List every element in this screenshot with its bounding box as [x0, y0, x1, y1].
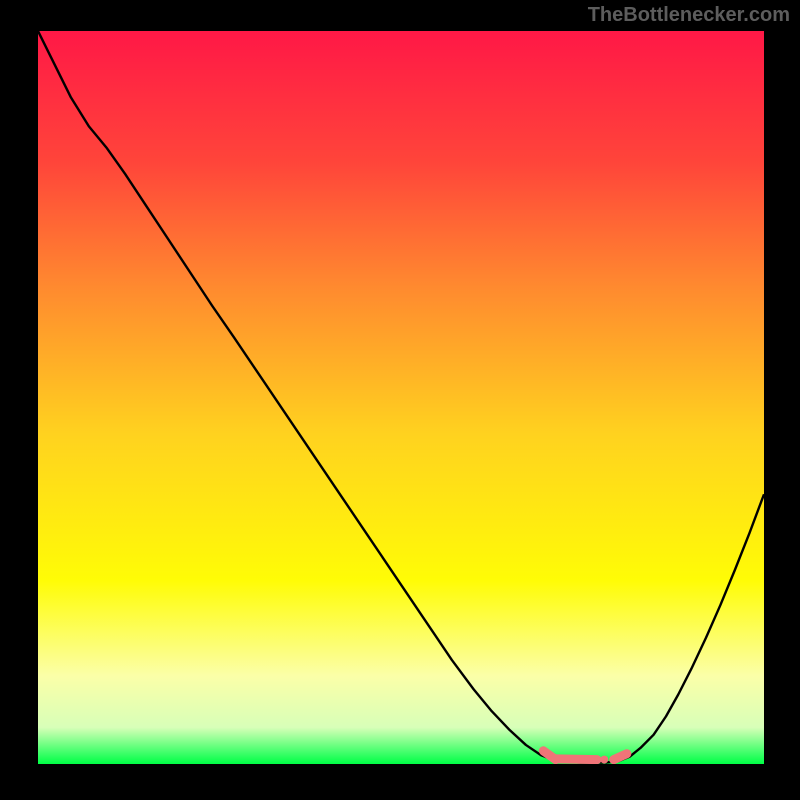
chart-surface	[38, 31, 764, 764]
bottleneck-chart	[38, 31, 764, 764]
gradient-background	[38, 31, 764, 764]
attribution-label: TheBottlenecker.com	[588, 4, 790, 27]
